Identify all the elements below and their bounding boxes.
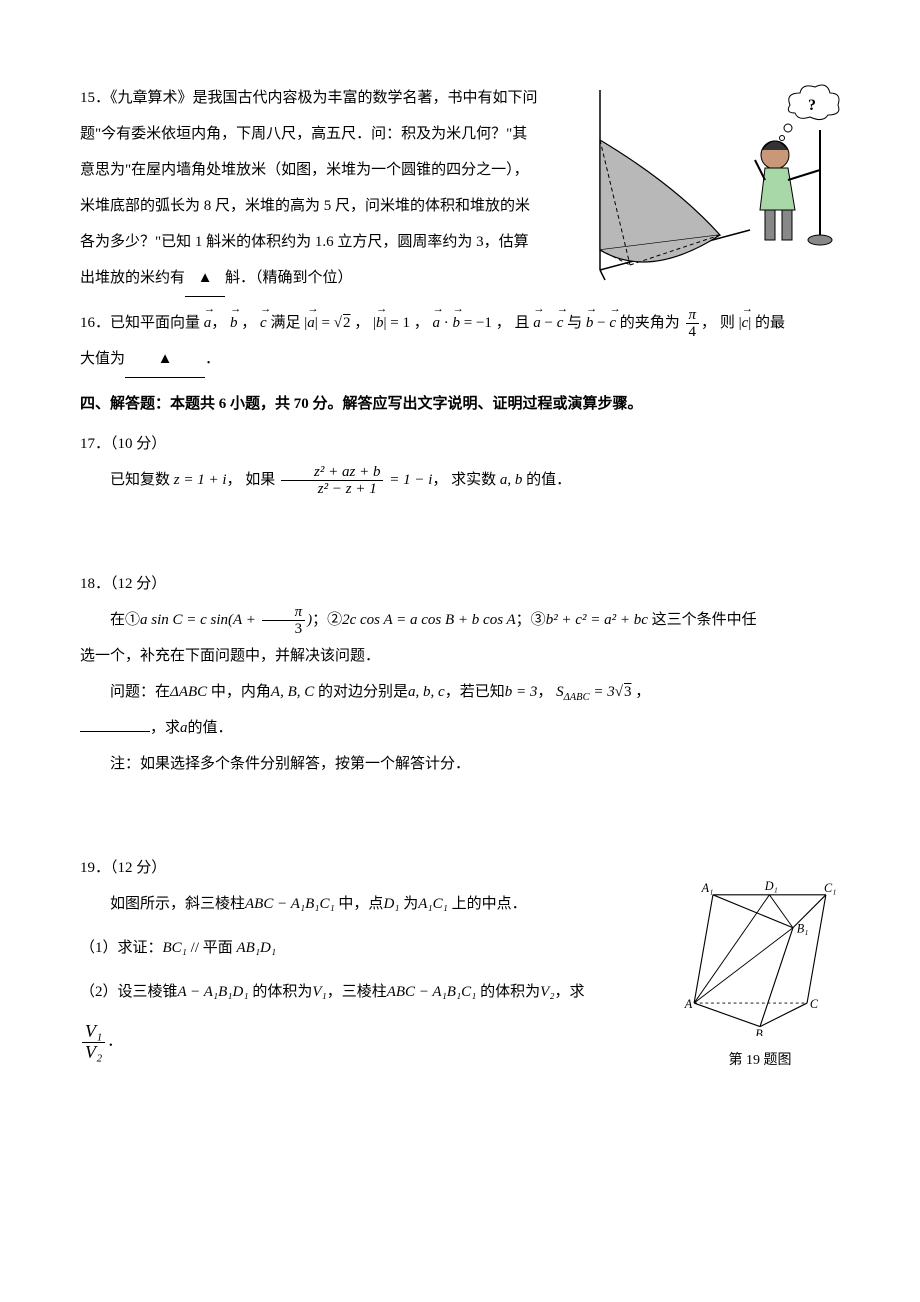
- q18-problem: 问题：在ΔABC 中，内角A, B, C 的对边分别是a, b, c，若已知b …: [80, 674, 840, 710]
- q18-blank-line: ，求a的值．: [80, 710, 840, 746]
- q16-text: 16．已知平面向量 a， b ， c 满足 |a| = √2 ， |b| = 1…: [80, 305, 840, 378]
- q18-note: 注：如果选择多个条件分别解答，按第一个解答计分．: [80, 746, 840, 782]
- question-19: 19．（12 分） A₁ D₁ C₁ B₁ A C: [80, 850, 840, 1071]
- q15-figure: ?: [590, 80, 840, 290]
- q18-conditions: 在①a sin C = c sin(A + π3)；②2c cos A = a …: [80, 602, 840, 638]
- angle-frac: π4: [686, 307, 700, 341]
- z-equals: z = 1 + i: [174, 472, 227, 488]
- section-4-heading: 四、解答题：本题共 6 小题，共 70 分。解答应写出文字说明、证明过程或演算步…: [80, 386, 840, 422]
- question-18: 18．（12 分） 在①a sin C = c sin(A + π3)；②2c …: [80, 566, 840, 782]
- q17-fraction: z² + az + bz² − z + 1: [281, 464, 383, 498]
- abs-a: |a|: [304, 315, 318, 331]
- rice-pile-illustration: ?: [590, 80, 840, 290]
- q15-number: 15: [80, 90, 95, 106]
- svg-text:C₁: C₁: [824, 881, 836, 895]
- q19-caption: 第 19 题图: [680, 1050, 840, 1071]
- question-15: ? 15．《九章算术》是我国古代内容极为丰富的数学名著，书中有如下问 题"今有委…: [80, 80, 840, 297]
- svg-text:?: ?: [808, 97, 816, 114]
- svg-text:A: A: [684, 997, 693, 1011]
- q18-line2: 选一个，补充在下面问题中，并解决该问题．: [80, 638, 840, 674]
- vector-b: b: [230, 305, 238, 341]
- v-ratio: V₁V₂: [82, 1022, 105, 1063]
- q16-number: 16: [80, 315, 95, 331]
- q16-blank: ▲: [125, 341, 205, 378]
- q18-header: 18．（12 分）: [80, 566, 840, 602]
- svg-text:B₁: B₁: [797, 921, 809, 935]
- q17-header: 17．（10 分）: [80, 426, 840, 462]
- svg-text:B: B: [755, 1027, 763, 1036]
- abs-c: |c|: [739, 315, 752, 331]
- q15-blank: ▲: [185, 260, 225, 297]
- sqrt-2: √2: [334, 315, 351, 331]
- svg-text:D₁: D₁: [764, 879, 778, 893]
- q17-body: 已知复数 z = 1 + i， 如果 z² + az + bz² − z + 1…: [80, 462, 840, 498]
- vector-c: c: [260, 305, 267, 341]
- q18-blank: [80, 731, 150, 732]
- S-eq: SΔABC = 3: [556, 684, 615, 700]
- question-17: 17．（10 分） 已知复数 z = 1 + i， 如果 z² + az + b…: [80, 426, 840, 498]
- svg-text:A₁: A₁: [701, 881, 714, 895]
- question-16: 16．已知平面向量 a， b ， c 满足 |a| = √2 ， |b| = 1…: [80, 305, 840, 378]
- svg-text:C: C: [810, 997, 819, 1011]
- abs-b: |b|: [373, 315, 387, 331]
- vector-a: a: [204, 305, 212, 341]
- prism-diagram: A₁ D₁ C₁ B₁ A C B: [680, 876, 840, 1036]
- q19-figure-wrap: A₁ D₁ C₁ B₁ A C B 第 19 题图: [680, 876, 840, 1071]
